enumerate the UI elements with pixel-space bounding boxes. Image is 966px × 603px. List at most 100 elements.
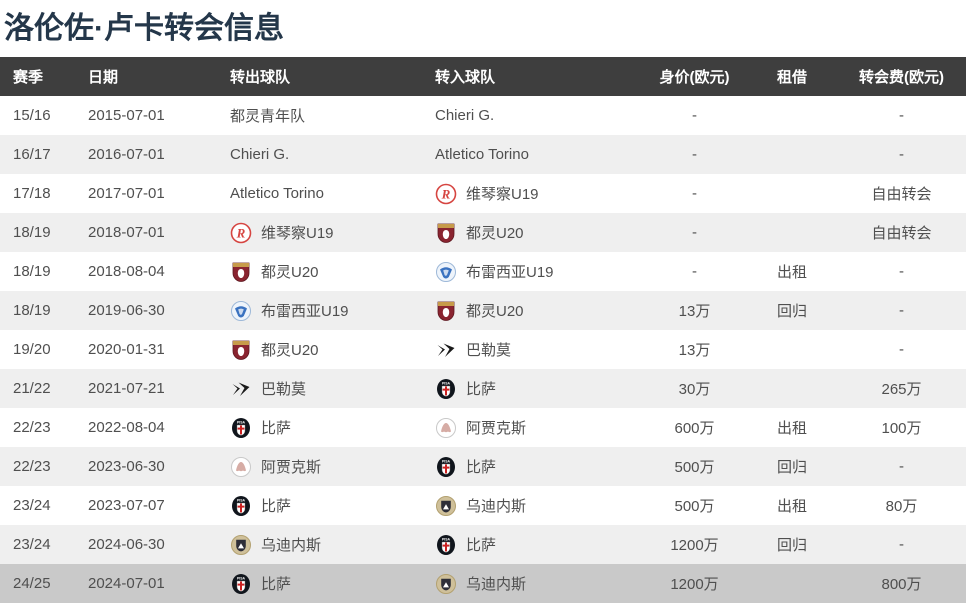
col-header-fee: 转会费(欧元) — [837, 57, 966, 96]
fee-cell: - — [899, 107, 904, 124]
market-value-cell: 500万 — [674, 459, 715, 476]
loan-cell — [747, 96, 837, 135]
to-club-name: 维琴察U19 — [466, 186, 539, 203]
season-cell: 23/24 — [13, 536, 51, 553]
transfer-row: 24/25 2024-07-01 PISA 比萨 乌迪内斯 1200万 800万 — [0, 564, 966, 603]
to-club: 乌迪内斯 — [435, 564, 642, 603]
fee-cell: 100万 — [881, 420, 922, 437]
to-club-name: Chieri G. — [435, 107, 495, 124]
to-club-name: 比萨 — [466, 537, 497, 554]
to-club: 巴勒莫 — [435, 330, 642, 369]
to-club-cell: 布雷西亚U19 — [425, 252, 642, 291]
transfer-row: 22/23 2022-08-04 PISA 比萨 阿贾克斯 600万 出租 100… — [0, 408, 966, 447]
from-club-cell: R 维琴察U19 — [218, 213, 425, 252]
loan-cell — [747, 369, 837, 408]
transfer-row: 15/16 2015-07-01 都灵青年队 Chieri G. - - — [0, 96, 966, 135]
season-cell: 22/23 — [13, 458, 51, 475]
date-cell: 2024-06-30 — [88, 536, 165, 553]
date-cell: 2021-07-21 — [88, 380, 165, 397]
from-club-cell: 都灵U20 — [218, 330, 425, 369]
loan-cell — [747, 135, 837, 174]
brescia-crest-icon — [435, 261, 457, 283]
to-club-name: 乌迪内斯 — [466, 576, 527, 593]
transfer-row: 17/18 2017-07-01 Atletico Torino R 维琴察U19… — [0, 174, 966, 213]
svg-text:PISA: PISA — [442, 381, 450, 385]
season-cell: 19/20 — [13, 341, 51, 358]
fee-cell: 800万 — [881, 576, 922, 593]
fee-cell: - — [899, 263, 904, 280]
transfer-row: 23/24 2024-06-30 乌迪内斯 PISA 比萨 1200万 回归 - — [0, 525, 966, 564]
to-club-cell: Atletico Torino — [425, 135, 642, 174]
from-club-cell: PISA 比萨 — [218, 408, 425, 447]
from-club-name: 布雷西亚U19 — [261, 303, 349, 320]
to-club: 布雷西亚U19 — [435, 252, 642, 291]
market-value-cell: - — [692, 263, 697, 280]
from-club: 都灵青年队 — [230, 96, 425, 135]
transfer-row: 16/17 2016-07-01 Chieri G. Atletico Tori… — [0, 135, 966, 174]
from-club-name: 比萨 — [261, 576, 292, 593]
season-cell: 16/17 — [13, 146, 51, 163]
transfer-row: 18/19 2018-07-01 R 维琴察U19 都灵U20 - 自由转会 — [0, 213, 966, 252]
torino-crest-icon — [230, 261, 252, 283]
season-cell: 23/24 — [13, 497, 51, 514]
svg-text:PISA: PISA — [442, 459, 450, 463]
date-cell: 2023-07-07 — [88, 497, 165, 514]
brescia-crest-icon — [230, 300, 252, 322]
to-club-cell: 都灵U20 — [425, 291, 642, 330]
market-value-cell: 13万 — [678, 303, 711, 320]
to-club-name: Atletico Torino — [435, 146, 529, 163]
to-club-cell: R 维琴察U19 — [425, 174, 642, 213]
date-cell: 2015-07-01 — [88, 107, 165, 124]
loan-cell: 出租 — [776, 264, 807, 281]
from-club-cell: 都灵青年队 — [218, 96, 425, 135]
market-value-cell: 1200万 — [670, 576, 719, 593]
market-value-cell: 30万 — [678, 381, 711, 398]
to-club: Chieri G. — [435, 96, 642, 135]
transfer-table-body: 15/16 2015-07-01 都灵青年队 Chieri G. - - 16/… — [0, 96, 966, 603]
market-value-cell: - — [692, 185, 697, 202]
from-club-name: 维琴察U19 — [261, 225, 334, 242]
to-club-name: 布雷西亚U19 — [466, 264, 554, 281]
transfer-table-header: 赛季 日期 转出球队 转入球队 身价(欧元) 租借 转会费(欧元) — [0, 57, 966, 96]
to-club-cell: 巴勒莫 — [425, 330, 642, 369]
from-club-name: Atletico Torino — [230, 185, 324, 202]
from-club-cell: 布雷西亚U19 — [218, 291, 425, 330]
loan-cell — [747, 174, 837, 213]
fee-cell: - — [899, 536, 904, 553]
to-club-name: 比萨 — [466, 381, 497, 398]
season-cell: 18/19 — [13, 263, 51, 280]
from-club: PISA 比萨 — [230, 564, 425, 603]
from-club-cell: 乌迪内斯 — [218, 525, 425, 564]
to-club-cell: 阿贾克斯 — [425, 408, 642, 447]
col-header-season: 赛季 — [0, 57, 78, 96]
to-club-cell: PISA 比萨 — [425, 525, 642, 564]
date-cell: 2024-07-01 — [88, 575, 165, 592]
from-club-name: Chieri G. — [230, 146, 290, 163]
date-cell: 2019-06-30 — [88, 302, 165, 319]
season-cell: 21/22 — [13, 380, 51, 397]
date-cell: 2017-07-01 — [88, 185, 165, 202]
market-value-cell: 13万 — [678, 342, 711, 359]
from-club-name: 巴勒莫 — [261, 381, 307, 398]
from-club: R 维琴察U19 — [230, 213, 425, 252]
svg-text:PISA: PISA — [237, 420, 245, 424]
date-cell: 2018-08-04 — [88, 263, 165, 280]
ajax-crest-icon — [230, 456, 252, 478]
market-value-cell: - — [692, 224, 697, 241]
market-value-cell: - — [692, 107, 697, 124]
to-club: PISA 比萨 — [435, 525, 642, 564]
vicenza-crest-icon: R — [230, 222, 252, 244]
season-cell: 24/25 — [13, 575, 51, 592]
season-cell: 15/16 — [13, 107, 51, 124]
fee-cell: 80万 — [885, 498, 918, 515]
svg-text:PISA: PISA — [237, 576, 245, 580]
to-club: 都灵U20 — [435, 213, 642, 252]
pisa-crest-icon: PISA — [435, 456, 457, 478]
fee-cell: 自由转会 — [871, 225, 932, 242]
svg-text:PISA: PISA — [442, 537, 450, 541]
from-club-cell: 阿贾克斯 — [218, 447, 425, 486]
from-club-cell: PISA 比萨 — [218, 564, 425, 603]
to-club-name: 都灵U20 — [466, 225, 524, 242]
from-club-cell: 都灵U20 — [218, 252, 425, 291]
to-club-name: 阿贾克斯 — [466, 420, 527, 437]
